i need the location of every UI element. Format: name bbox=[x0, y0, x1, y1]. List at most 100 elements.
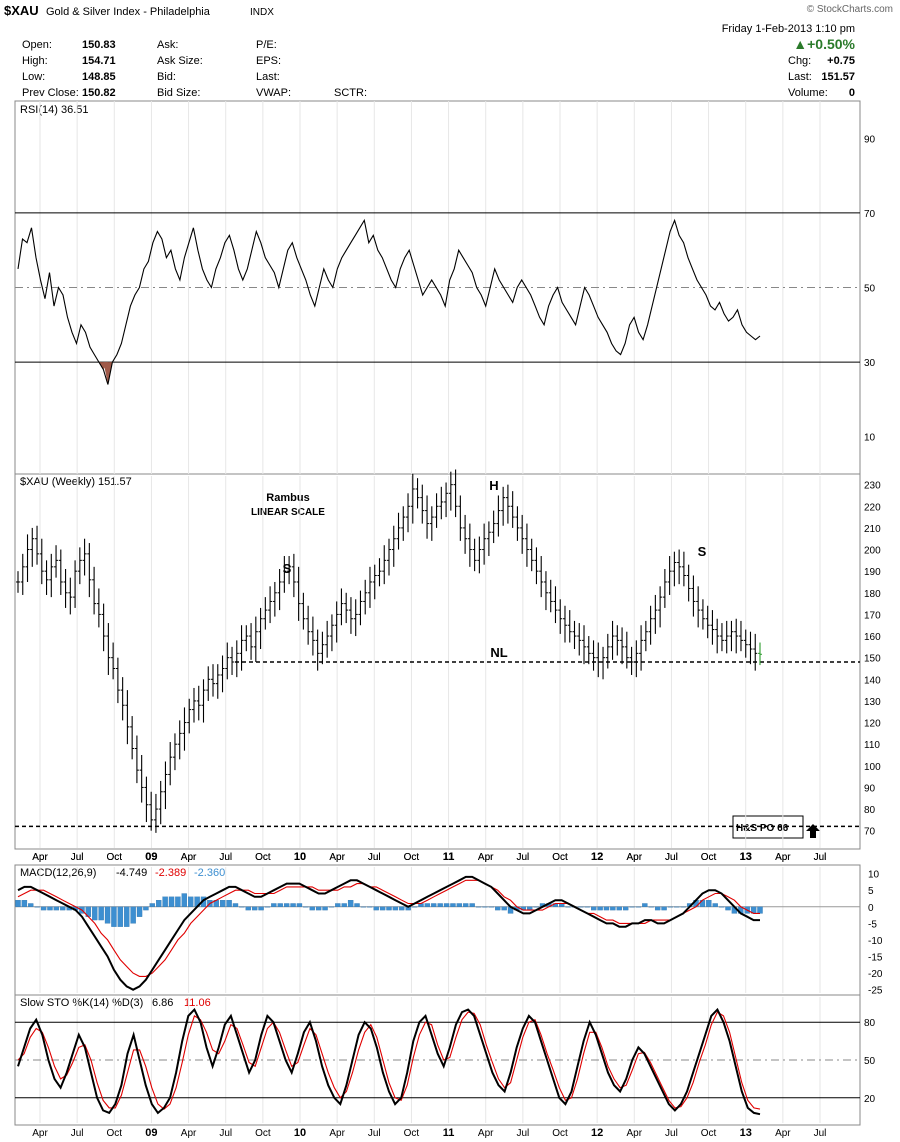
prev-close-label: Prev Close: bbox=[22, 87, 79, 99]
macd-histogram-bar bbox=[584, 906, 590, 908]
sto-x-label: Jul bbox=[814, 1128, 827, 1139]
macd-histogram-bar bbox=[495, 906, 501, 911]
macd-panel-frame bbox=[14, 864, 861, 996]
macd-histogram-bar bbox=[283, 903, 290, 907]
vwap-label: VWAP: bbox=[256, 87, 291, 99]
sto-x-label: Oct bbox=[701, 1128, 717, 1139]
macd-histogram-bar bbox=[411, 906, 418, 908]
macd-histogram-bar bbox=[379, 906, 386, 911]
macd-histogram-bar bbox=[251, 906, 258, 911]
price-y-tick: 90 bbox=[864, 783, 876, 794]
macd-histogram-bar bbox=[226, 900, 232, 907]
macd-histogram-bar bbox=[156, 900, 162, 907]
pe-label: P/E: bbox=[256, 39, 277, 51]
macd-histogram-bar bbox=[648, 906, 654, 908]
macd-y-tick: -10 bbox=[868, 936, 883, 947]
rsi-x-label: Jul bbox=[71, 852, 84, 863]
macd-histogram-bar bbox=[303, 906, 309, 908]
macd-histogram-bar bbox=[111, 906, 117, 927]
rsi-x-label: Jul bbox=[814, 852, 827, 863]
rsi-x-label: 10 bbox=[294, 851, 306, 863]
sto-x-label: Oct bbox=[255, 1128, 271, 1139]
price-y-tick: 230 bbox=[864, 481, 881, 492]
macd-histogram-bar bbox=[143, 906, 149, 911]
sto-x-label: Apr bbox=[478, 1128, 494, 1139]
macd-histogram-bar bbox=[456, 903, 463, 907]
macd-histogram-bar bbox=[335, 903, 341, 907]
macd-histogram-bar bbox=[565, 906, 571, 908]
sto-x-label: 10 bbox=[294, 1127, 306, 1139]
macd-y-tick: 10 bbox=[868, 870, 880, 881]
price-axis-x-label: 11 bbox=[443, 851, 455, 863]
rsi-x-label: 12 bbox=[591, 851, 603, 863]
rsi-x-label: Apr bbox=[329, 852, 345, 863]
macd-histogram-bar bbox=[328, 906, 335, 908]
date-text: Friday 1-Feb-2013 1:10 pm bbox=[722, 23, 855, 35]
rsi-y-tick: 70 bbox=[864, 209, 876, 220]
rsi-x-label: Oct bbox=[107, 852, 123, 863]
price-y-tick: 120 bbox=[864, 719, 881, 730]
rsi-oversold-fill bbox=[103, 362, 113, 385]
macd-histogram-bar bbox=[482, 906, 488, 908]
last-value: 151.57 bbox=[821, 71, 855, 83]
sto-x-label: Jul bbox=[368, 1128, 381, 1139]
macd-histogram-bar bbox=[725, 906, 731, 911]
price-y-tick: 110 bbox=[864, 740, 880, 751]
macd-histogram-bar bbox=[53, 906, 60, 911]
macd-histogram-bar bbox=[424, 903, 431, 907]
macd-histogram-bar bbox=[591, 906, 597, 911]
macd-line bbox=[17, 875, 760, 991]
index-name: Gold & Silver Index - Philadelphia bbox=[46, 6, 211, 18]
macd-histogram-bar bbox=[488, 906, 495, 908]
macd-histogram-bar bbox=[373, 906, 379, 911]
low-value: 148.85 bbox=[82, 71, 116, 83]
sto-title-k: 6.86 bbox=[152, 997, 173, 1009]
macd-histogram-bar bbox=[245, 906, 251, 911]
rsi-x-label: Jul bbox=[516, 852, 529, 863]
rsi-y-tick: 90 bbox=[864, 134, 876, 145]
macd-histogram-bar bbox=[706, 900, 712, 907]
last-label: Last: bbox=[788, 71, 812, 83]
chg-value: +0.75 bbox=[827, 55, 855, 67]
sto-x-label: Jul bbox=[516, 1128, 529, 1139]
sto-x-label: Apr bbox=[32, 1128, 48, 1139]
macd-signal-line bbox=[17, 879, 760, 977]
macd-histogram-bar bbox=[667, 906, 674, 908]
high-value: 154.71 bbox=[82, 55, 116, 67]
macd-histogram-bar bbox=[443, 903, 450, 907]
macd-histogram-bar bbox=[654, 906, 661, 911]
sto-x-label: Apr bbox=[329, 1128, 345, 1139]
price-title: $XAU (Weekly) 151.57 bbox=[20, 476, 132, 488]
macd-histogram-bar bbox=[642, 903, 648, 907]
macd-histogram-bar bbox=[232, 903, 239, 907]
macd-histogram-bar bbox=[181, 893, 187, 907]
macd-y-tick: -15 bbox=[868, 953, 883, 964]
price-y-tick: 170 bbox=[864, 610, 881, 621]
rsi-x-label: Apr bbox=[32, 852, 48, 863]
macd-histogram-bar bbox=[463, 903, 469, 907]
sto-x-label: 13 bbox=[740, 1127, 752, 1139]
macd-histogram-bar bbox=[341, 903, 347, 907]
macd-histogram-bar bbox=[603, 906, 610, 911]
macd-histogram-bar bbox=[271, 903, 277, 907]
macd-histogram-bar bbox=[578, 906, 584, 908]
sto-x-label: Apr bbox=[181, 1128, 197, 1139]
sto-x-label: Jul bbox=[71, 1128, 84, 1139]
sto-k-line bbox=[17, 1007, 761, 1116]
price-axis-x-label: Oct bbox=[552, 852, 568, 863]
price-axis-x-label: Apr bbox=[775, 852, 791, 863]
rsi-x-label: 09 bbox=[145, 851, 157, 863]
price-axis-x-label: Apr bbox=[478, 852, 494, 863]
rsi-title: RSI(14) 36.51 bbox=[20, 104, 88, 116]
macd-histogram-bar bbox=[47, 906, 53, 911]
macd-histogram-bar bbox=[616, 906, 622, 911]
price-y-tick: 210 bbox=[864, 524, 881, 535]
macd-histogram-bar bbox=[104, 906, 111, 924]
macd-histogram-bar bbox=[149, 903, 156, 907]
price-axis-x-label: Apr bbox=[627, 852, 643, 863]
rsi-x-label: Oct bbox=[552, 852, 568, 863]
price-axis-x-label: Jul bbox=[219, 852, 232, 863]
macd-histogram-bar bbox=[347, 900, 354, 907]
macd-histogram-bar bbox=[28, 903, 34, 907]
